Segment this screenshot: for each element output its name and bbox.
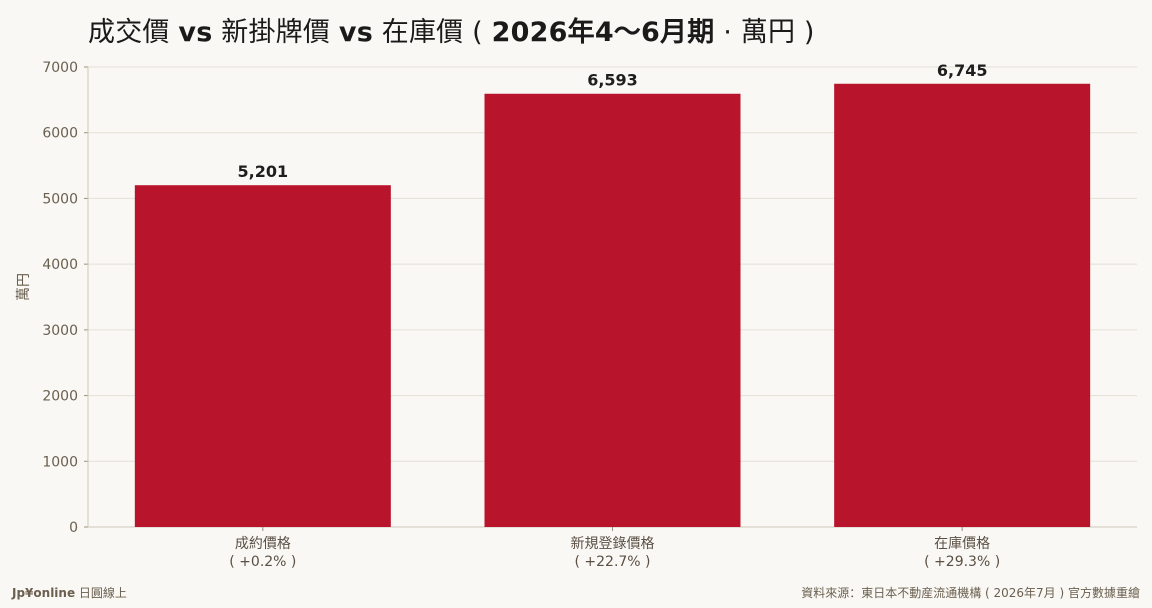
title-part-3: 在庫價 ( [381, 17, 492, 48]
title-part-1: 成交價 [88, 17, 170, 48]
x-tick-label: 在庫價格 [934, 535, 990, 552]
y-tick-label: 4000 [42, 257, 78, 273]
y-tick-label: 3000 [42, 323, 78, 339]
y-tick-label: 0 [69, 520, 78, 536]
title-vs-2: vs [338, 17, 373, 48]
x-tick-note: ( +0.2% ) [229, 554, 296, 570]
x-tick-note: ( +29.3% ) [924, 554, 1000, 570]
brand-suffix: 日圓線上 [75, 586, 127, 600]
bar [834, 83, 1091, 527]
bar-value-label: 5,201 [238, 162, 289, 181]
bars [134, 83, 1091, 527]
footer-source: 資料來源：東日本不動産流通機構 ( 2026年7月 ) 官方數據重繪 [801, 586, 1140, 600]
y-axis-label: 萬円 [16, 273, 32, 301]
title-part-4: · 萬円 ) [714, 17, 815, 48]
y-tick-label: 7000 [42, 60, 78, 76]
brand-name: Jp¥online [12, 586, 76, 600]
x-tick-label: 新規登錄價格 [571, 535, 655, 552]
title-period: 2026年4〜6月期 [491, 17, 715, 48]
y-tick-label: 2000 [42, 389, 78, 405]
y-tick-label: 6000 [42, 126, 78, 142]
chart-title: 成交價 vs 新掛牌價 vs 在庫價 ( 2026年4〜6月期 · 萬円 ) [88, 10, 815, 49]
labels: 0 1000 2000 3000 4000 5000 6000 7000 萬円 5,201 成約價格… [16, 60, 1000, 570]
y-tick-label: 1000 [42, 454, 78, 470]
y-tick-label: 5000 [42, 191, 78, 207]
bar-value-label: 6,745 [937, 61, 988, 80]
bar-value-label: 6,593 [587, 71, 638, 90]
title-part-2: 新掛牌價 [221, 17, 331, 48]
bar [484, 93, 741, 527]
x-tick-label: 成約價格 [235, 535, 291, 552]
x-tick-note: ( +22.7% ) [574, 554, 650, 570]
title-vs-1: vs [178, 17, 213, 48]
footer-brand: Jp¥online 日圓線上 [12, 584, 127, 601]
bar [134, 185, 391, 527]
